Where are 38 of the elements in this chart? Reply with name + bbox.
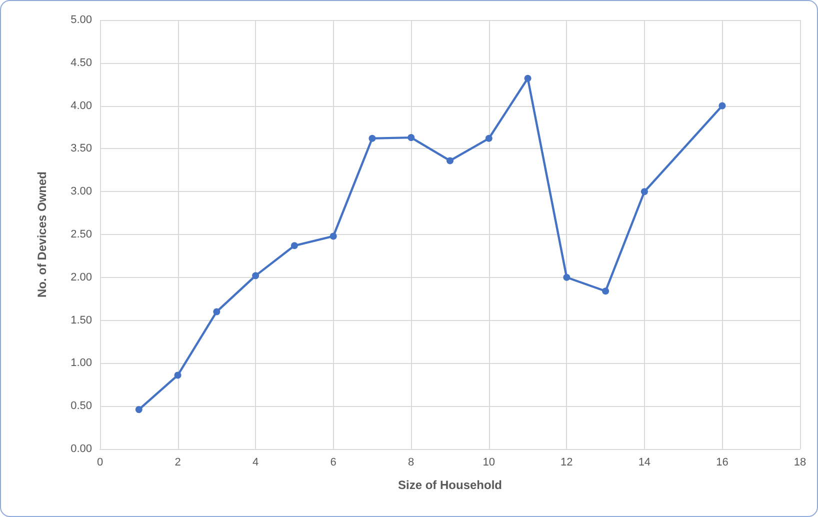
- point: [446, 157, 454, 164]
- y-axis-title: No. of Devices Owned: [35, 171, 49, 298]
- point: [368, 134, 376, 142]
- point: [640, 188, 648, 196]
- x-tick-label: 8: [408, 456, 414, 468]
- point: [563, 274, 570, 281]
- y-tick-label: 4.00: [70, 100, 92, 112]
- y-tick-label: 2.50: [70, 228, 92, 240]
- point: [485, 134, 492, 142]
- x-tick-label: 14: [638, 456, 651, 468]
- y-tick-label: 1.50: [70, 314, 92, 326]
- x-tick-label: 10: [482, 456, 496, 468]
- point: [252, 272, 260, 280]
- point: [290, 242, 298, 250]
- y-tick-label: 1.00: [70, 357, 92, 370]
- y-tick-label: 0.00: [70, 443, 92, 455]
- y-tick-label: 5.00: [70, 14, 92, 26]
- point: [330, 232, 337, 240]
- point: [408, 134, 415, 142]
- y-tick-label: 3.00: [70, 186, 92, 198]
- x-tick-label: 16: [716, 456, 728, 468]
- y-tick-label: 3.50: [70, 142, 92, 155]
- point: [602, 288, 610, 295]
- x-tick-label: 2: [174, 456, 181, 468]
- x-tick-label: 18: [794, 456, 806, 468]
- y-tick-label: 2.00: [70, 271, 92, 284]
- x-tick-label: 4: [252, 456, 259, 468]
- x-axis-title: Size of Household: [398, 478, 502, 492]
- x-tick-label: 12: [560, 456, 573, 468]
- point: [174, 372, 182, 379]
- x-tick-label: 6: [330, 456, 336, 468]
- point: [135, 406, 142, 414]
- point: [213, 308, 220, 316]
- y-tick-label: 4.50: [70, 56, 92, 69]
- point: [524, 74, 532, 82]
- point: [718, 102, 726, 110]
- x-tick-label: 0: [96, 456, 104, 468]
- y-tick-label: 0.50: [70, 400, 92, 412]
